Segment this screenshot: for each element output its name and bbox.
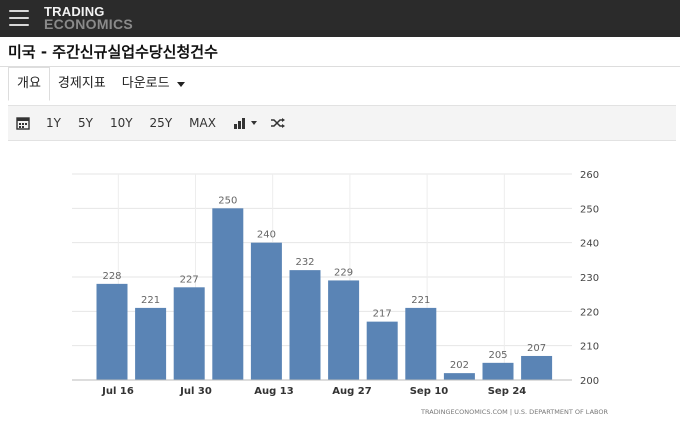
bar-chart-icon — [233, 117, 245, 129]
range-1y-button[interactable]: 1Y — [46, 116, 61, 130]
data-label: 207 — [527, 343, 546, 354]
y-tick-label: 230 — [580, 273, 599, 284]
y-tick-label: 250 — [580, 204, 599, 215]
data-label: 221 — [411, 295, 430, 306]
x-tick-label: Aug 27 — [332, 386, 371, 397]
y-tick-label: 260 — [580, 170, 599, 181]
chart-type-dropdown[interactable] — [233, 117, 257, 129]
data-label: 221 — [141, 295, 160, 306]
tab-label: 다운로드 — [121, 76, 170, 91]
y-tick-label: 200 — [580, 376, 599, 387]
x-tick-label: Jul 30 — [179, 386, 212, 397]
tab-download[interactable]: 다운로드 — [114, 67, 193, 101]
logo-line-1: TRADING — [44, 4, 105, 19]
data-label: 240 — [257, 230, 276, 241]
range-5y-button[interactable]: 5Y — [77, 116, 93, 130]
bar-chart: 200 210 220 230 240 250 260 228 221 227 250 240 232 2… — [72, 170, 608, 416]
chart-area: 200 210 220 230 240 250 260 228 221 227 250 240 232 2… — [0, 150, 680, 433]
bar — [328, 280, 360, 380]
tab-label: 개요 — [17, 76, 41, 91]
hamburger-menu-icon[interactable] — [9, 10, 29, 26]
tab-label: 경제지표 — [57, 76, 106, 91]
x-tick-label: Sep 24 — [488, 386, 527, 397]
logo-line-2: ECONOMICS — [44, 16, 134, 32]
bar — [212, 208, 244, 380]
range-25y-button[interactable]: 25Y — [149, 116, 173, 130]
page-title: 미국 - 주간신규실업수당신청건수 — [8, 43, 218, 61]
tab-indicators[interactable]: 경제지표 — [50, 67, 114, 101]
divider — [0, 66, 680, 67]
y-tick-label: 210 — [580, 342, 599, 353]
bar — [173, 287, 205, 380]
top-bar: TRADING ECONOMICS — [0, 0, 680, 37]
x-tick-label: Jul 16 — [101, 386, 134, 397]
tab-bar: 개요 경제지표 다운로드 — [8, 67, 193, 101]
data-label: 232 — [295, 257, 314, 268]
bar — [366, 321, 398, 380]
data-label: 227 — [180, 274, 199, 285]
range-max-button[interactable]: MAX — [189, 116, 216, 130]
x-tick-label: Sep 10 — [410, 386, 449, 397]
bar — [96, 283, 128, 380]
data-label: 228 — [102, 271, 121, 282]
tab-overview[interactable]: 개요 — [8, 67, 50, 101]
data-label: 250 — [218, 195, 237, 206]
chevron-down-icon — [250, 121, 257, 125]
data-label: 202 — [450, 360, 469, 371]
logo[interactable]: TRADING ECONOMICS — [44, 4, 134, 32]
bar — [135, 307, 167, 380]
calendar-icon[interactable] — [16, 116, 30, 130]
x-tick-label: Aug 13 — [254, 386, 293, 397]
range-10y-button[interactable]: 10Y — [109, 116, 133, 130]
y-tick-label: 240 — [580, 239, 599, 250]
bar — [443, 373, 475, 380]
bar — [289, 270, 321, 380]
bar — [250, 242, 282, 380]
chart-toolbar: 1Y 5Y 10Y 25Y MAX — [8, 105, 676, 141]
source-note: TRADINGECONOMICS.COM | U.S. DEPARTMENT O… — [420, 408, 608, 416]
data-label: 205 — [488, 350, 507, 361]
y-tick-label: 220 — [580, 307, 599, 318]
data-label: 217 — [373, 309, 392, 320]
bar — [482, 362, 514, 380]
bar — [521, 355, 553, 380]
chevron-down-icon — [176, 81, 185, 87]
data-label: 229 — [334, 267, 353, 278]
shuffle-icon[interactable] — [270, 117, 285, 129]
bar — [405, 307, 437, 380]
